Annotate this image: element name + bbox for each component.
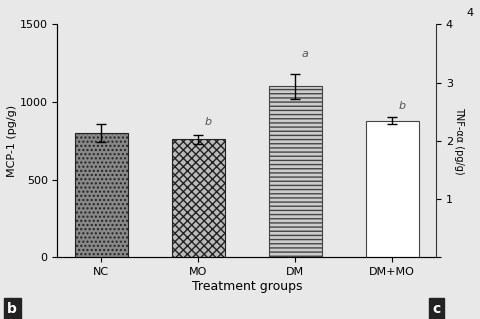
Text: b: b xyxy=(7,302,17,315)
Y-axis label: MCP-1 (pg/g): MCP-1 (pg/g) xyxy=(7,105,17,177)
Text: c: c xyxy=(432,302,440,315)
Y-axis label: TNF-αα (pg/g): TNF-αα (pg/g) xyxy=(454,107,464,174)
X-axis label: Treatment groups: Treatment groups xyxy=(192,280,302,293)
Bar xyxy=(75,133,128,257)
Text: b: b xyxy=(398,100,406,110)
Bar xyxy=(269,86,322,257)
Bar xyxy=(366,121,419,257)
Bar xyxy=(172,139,225,257)
Text: 4: 4 xyxy=(467,8,474,18)
Text: a: a xyxy=(301,49,309,59)
Text: b: b xyxy=(204,117,212,127)
